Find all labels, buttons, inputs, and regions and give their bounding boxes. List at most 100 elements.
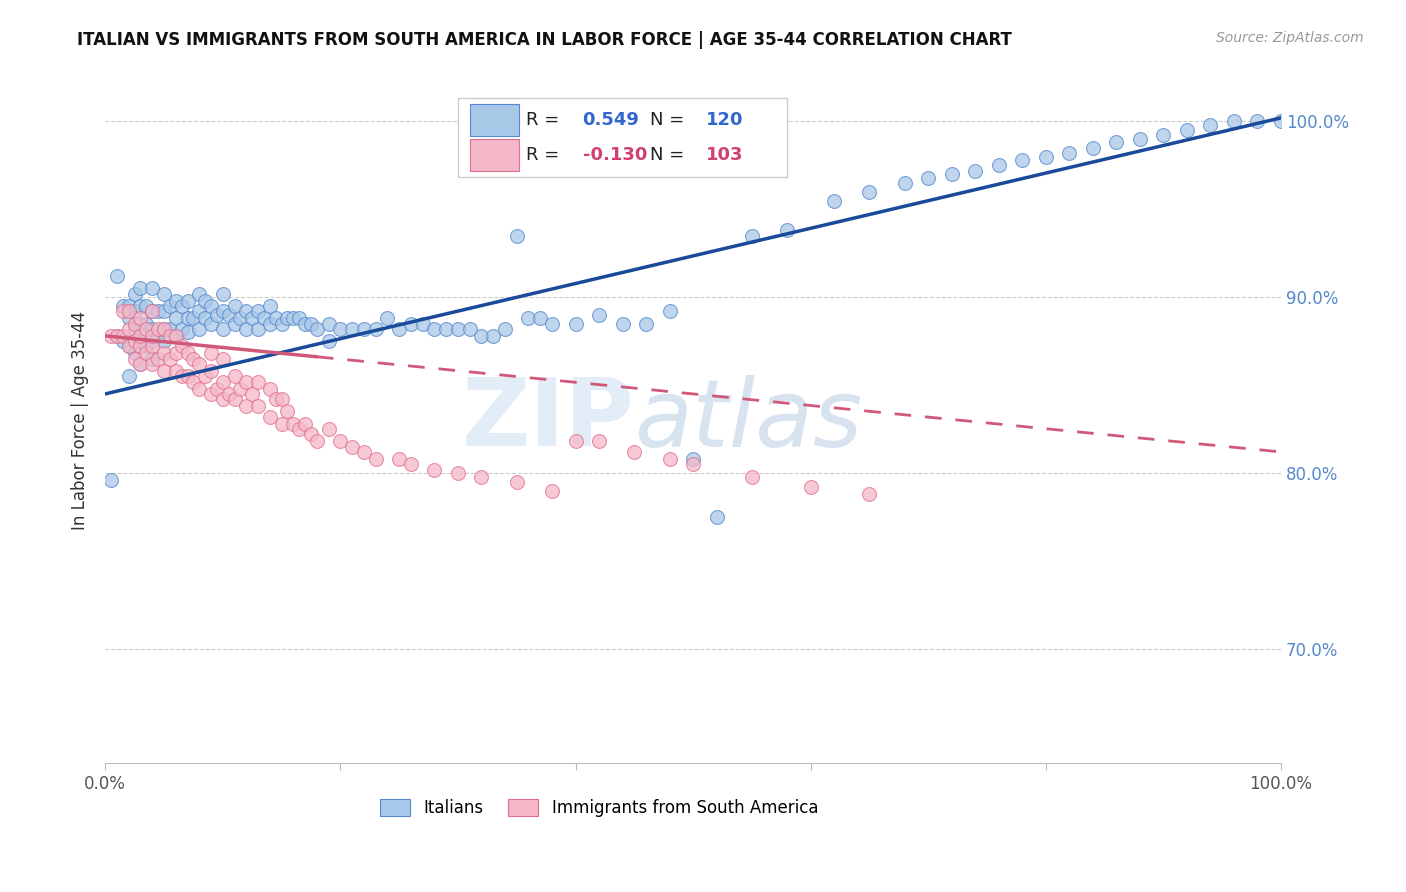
Point <box>340 322 363 336</box>
Point <box>211 375 233 389</box>
Point <box>141 357 163 371</box>
Point <box>276 404 298 418</box>
Point <box>623 445 645 459</box>
Point <box>194 369 217 384</box>
Point <box>205 382 228 396</box>
Text: R =: R = <box>526 112 565 129</box>
Point <box>588 434 610 449</box>
Point <box>129 281 152 295</box>
Point <box>165 311 187 326</box>
Point <box>364 452 387 467</box>
Point <box>318 317 340 331</box>
Point <box>965 163 987 178</box>
Point <box>270 417 292 431</box>
Text: 103: 103 <box>706 145 744 164</box>
Legend: Italians, Immigrants from South America: Italians, Immigrants from South America <box>373 792 825 823</box>
Point <box>176 326 198 340</box>
Point <box>458 322 481 336</box>
Point <box>541 317 564 331</box>
Point <box>564 317 586 331</box>
Text: ITALIAN VS IMMIGRANTS FROM SOUTH AMERICA IN LABOR FORCE | AGE 35-44 CORRELATION : ITALIAN VS IMMIGRANTS FROM SOUTH AMERICA… <box>77 31 1012 49</box>
Point <box>235 304 257 318</box>
Point <box>135 339 157 353</box>
Point <box>299 317 322 331</box>
Point <box>288 311 311 326</box>
Point <box>240 311 263 326</box>
Point <box>353 445 375 459</box>
Point <box>264 311 287 326</box>
Point <box>211 322 233 336</box>
Point <box>247 399 270 413</box>
Point <box>893 176 915 190</box>
Point <box>129 317 152 331</box>
Point <box>987 158 1010 172</box>
Point <box>1199 118 1222 132</box>
Point <box>1152 128 1174 143</box>
Point <box>200 299 222 313</box>
Point <box>135 317 157 331</box>
Point <box>159 351 181 366</box>
Point <box>340 440 363 454</box>
Point <box>146 322 169 336</box>
Point <box>141 304 163 318</box>
Point <box>129 357 152 371</box>
Point <box>165 329 187 343</box>
Point <box>129 334 152 348</box>
Point <box>170 322 193 336</box>
Point <box>224 299 246 313</box>
Point <box>153 364 176 378</box>
Point <box>412 317 434 331</box>
Point <box>153 304 176 318</box>
Point <box>118 369 141 384</box>
Point <box>318 334 340 348</box>
Point <box>288 422 311 436</box>
Point <box>211 304 233 318</box>
Point <box>211 392 233 407</box>
FancyBboxPatch shape <box>470 139 519 170</box>
Text: atlas: atlas <box>634 375 862 466</box>
Point <box>118 339 141 353</box>
Point <box>270 392 292 407</box>
Point <box>329 322 352 336</box>
Point <box>188 286 211 301</box>
Point <box>170 339 193 353</box>
Point <box>506 228 529 243</box>
Point <box>188 304 211 318</box>
Point <box>211 286 233 301</box>
Point <box>1223 114 1246 128</box>
Point <box>235 375 257 389</box>
Point <box>165 293 187 308</box>
Point <box>176 369 198 384</box>
Point <box>858 185 880 199</box>
Point <box>329 434 352 449</box>
Point <box>165 364 187 378</box>
Point <box>124 286 146 301</box>
Point <box>205 308 228 322</box>
Point <box>917 170 939 185</box>
Point <box>129 311 152 326</box>
Point <box>588 308 610 322</box>
Point <box>118 299 141 313</box>
Point <box>240 387 263 401</box>
Point <box>118 322 141 336</box>
Point <box>283 311 305 326</box>
Point <box>105 329 128 343</box>
Point <box>129 339 152 353</box>
Point <box>264 392 287 407</box>
Point <box>100 473 122 487</box>
Point <box>1175 123 1198 137</box>
Point <box>170 299 193 313</box>
Point <box>270 317 292 331</box>
Point <box>682 452 704 467</box>
Point <box>141 322 163 336</box>
Point <box>1081 141 1104 155</box>
Point <box>1011 153 1033 167</box>
Point <box>494 322 516 336</box>
Point <box>124 322 146 336</box>
Point <box>146 304 169 318</box>
Point <box>706 510 728 524</box>
Point <box>146 351 169 366</box>
Point <box>129 299 152 313</box>
Point <box>506 475 529 489</box>
Point <box>941 167 963 181</box>
